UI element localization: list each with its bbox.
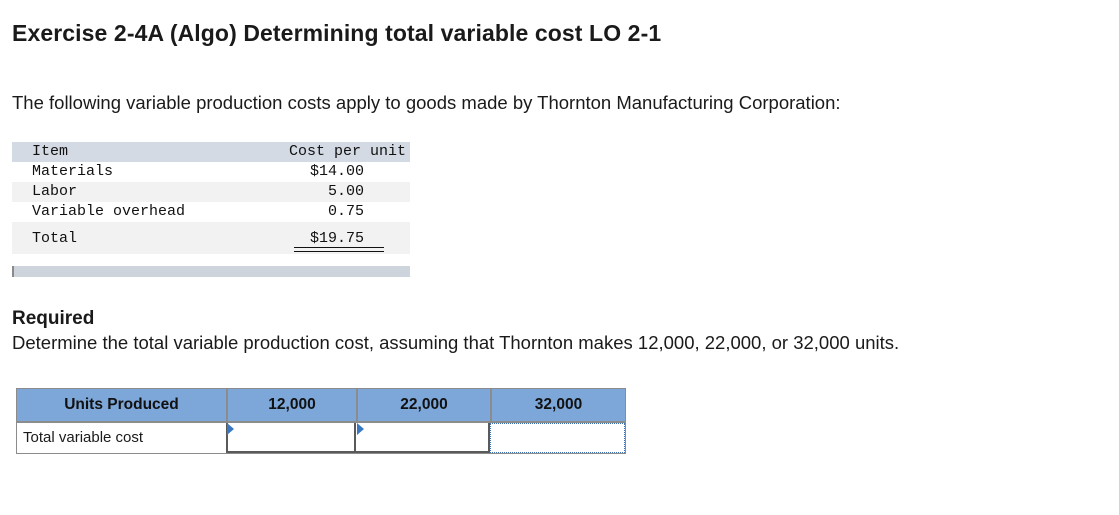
total-variable-cost-input-32000[interactable] (490, 423, 625, 453)
cost-row-total: Total $19.75 (12, 222, 410, 254)
total-variable-cost-input-12000[interactable] (226, 423, 356, 453)
cost-item-label: Materials (32, 163, 114, 180)
header-divider (17, 421, 625, 423)
cost-row-variable-overhead: Variable overhead 0.75 (12, 202, 410, 223)
cost-row-materials: Materials $14.00 (12, 162, 410, 182)
cost-table-spacer (12, 254, 410, 266)
cost-item-value: 0.75 (327, 203, 364, 220)
cost-item-label: Labor (32, 183, 78, 200)
total-variable-cost-label: Total variable cost (23, 429, 144, 446)
cost-row-labor: Labor 5.00 (12, 182, 410, 202)
cost-item-value: $14.00 (309, 163, 364, 180)
total-label: Total (32, 230, 78, 247)
cost-item-value: 5.00 (327, 183, 364, 200)
required-text: Determine the total variable production … (12, 332, 900, 353)
required-heading: Required (12, 308, 95, 329)
cost-table-footer-bar (12, 266, 410, 277)
answer-table: Units Produced 12,000 22,000 32,000 Tota… (16, 388, 626, 454)
units-column-header-22000: 22,000 (356, 389, 490, 421)
cost-item-label: Variable overhead (32, 203, 186, 220)
cost-table: Item Cost per unit Materials $14.00 Labo… (12, 142, 410, 277)
cost-table-header: Item Cost per unit (12, 142, 410, 162)
total-value: $19.75 (309, 230, 364, 247)
page-title: Exercise 2-4A (Algo) Determining total v… (12, 20, 662, 46)
total-double-underline (294, 247, 384, 252)
total-variable-cost-input-22000[interactable] (356, 423, 490, 453)
units-column-header-12000: 12,000 (226, 389, 356, 421)
input-marker-icon (227, 423, 234, 435)
units-produced-header: Units Produced (17, 389, 226, 421)
units-column-header-32000: 32,000 (490, 389, 625, 421)
input-marker-icon (357, 423, 364, 435)
intro-text: The following variable production costs … (12, 92, 841, 113)
item-column-header: Item (32, 143, 69, 160)
cost-column-header: Cost per unit (288, 143, 406, 160)
